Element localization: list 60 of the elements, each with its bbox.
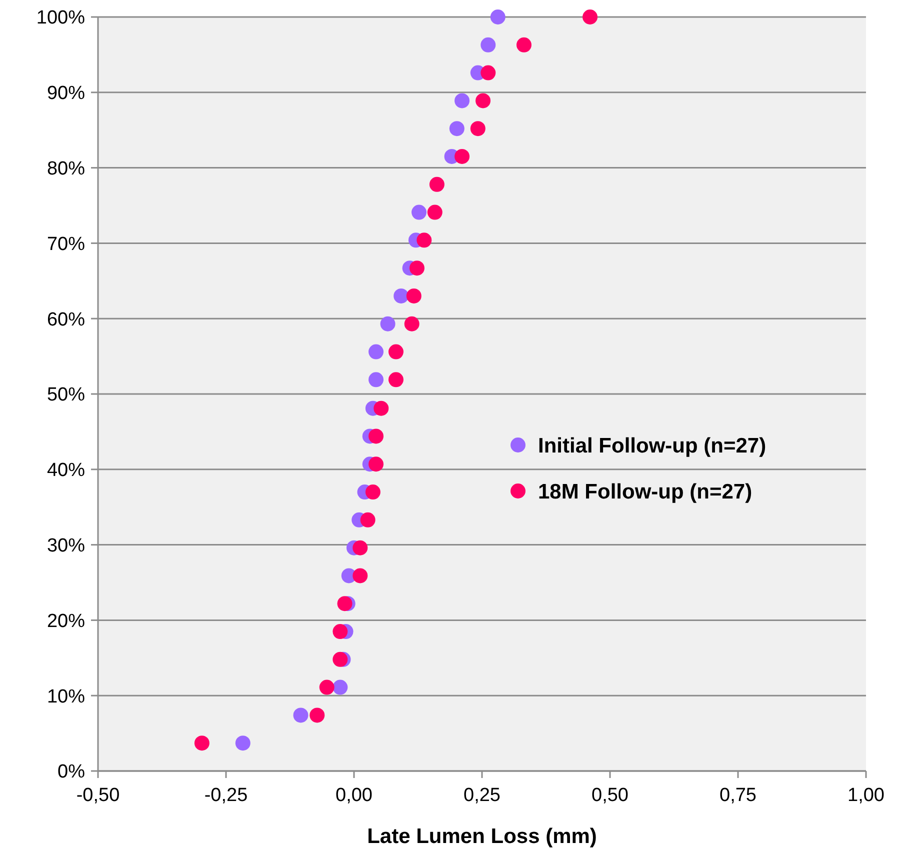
point: [368, 344, 384, 360]
point: [409, 260, 424, 276]
point: [337, 596, 352, 612]
point: [380, 316, 396, 332]
x-tick-label: 0,25: [464, 785, 500, 806]
point: [352, 540, 368, 556]
point: [416, 232, 432, 248]
point: [365, 484, 380, 500]
point: [235, 736, 250, 751]
point: [293, 708, 308, 723]
point: [404, 316, 420, 332]
point: [368, 456, 384, 472]
point: [454, 93, 470, 108]
legend-label: Initial Follow-up (n=27): [538, 434, 766, 458]
point: [406, 288, 422, 304]
point: [194, 736, 210, 751]
y-tick-label: 20%: [46, 610, 86, 632]
point: [332, 680, 348, 695]
point: [368, 372, 384, 388]
y-tick-label: 90%: [46, 83, 86, 104]
point: [388, 372, 404, 388]
legend-label: 18M Follow-up (n=27): [538, 480, 752, 504]
y-tick-label: 10%: [46, 686, 86, 708]
point: [429, 176, 444, 192]
point: [454, 148, 470, 164]
point: [480, 65, 496, 80]
y-tick-label: 0%: [58, 762, 86, 783]
x-tick-label: -0,25: [204, 785, 248, 806]
y-tick-label: 40%: [46, 460, 86, 482]
point: [470, 121, 486, 136]
point: [516, 37, 532, 52]
x-tick-label: 0,50: [592, 785, 628, 806]
point: [480, 37, 496, 52]
point: [332, 652, 348, 667]
point: [360, 512, 376, 528]
point: [490, 10, 506, 24]
point: [374, 400, 389, 416]
point: [412, 204, 427, 220]
point: [368, 428, 384, 444]
point: [582, 10, 598, 24]
x-axis-title: Late Lumen Loss (mm): [367, 825, 597, 848]
point: [319, 680, 334, 695]
point: [476, 93, 491, 108]
point: [449, 121, 464, 136]
point: [388, 344, 404, 360]
y-tick-label: 30%: [46, 535, 86, 556]
point: [394, 288, 409, 304]
x-tick-label: 0,00: [336, 785, 372, 806]
y-tick-label: 50%: [46, 384, 86, 406]
point: [332, 624, 348, 640]
x-tick-label: 0,75: [720, 785, 756, 806]
x-tick-label: -0,50: [76, 785, 120, 806]
point: [427, 204, 442, 220]
x-tick-label: 1,00: [848, 785, 884, 806]
point: [310, 708, 325, 723]
y-tick-label: 70%: [46, 234, 86, 255]
point: [352, 568, 368, 584]
y-tick-label: 100%: [36, 8, 86, 29]
y-tick-label: 60%: [46, 309, 86, 330]
y-tick-label: 80%: [46, 158, 86, 180]
